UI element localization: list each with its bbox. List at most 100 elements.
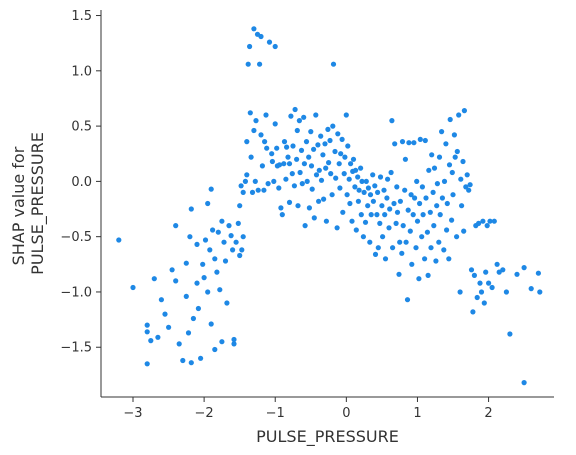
data-point — [507, 331, 513, 337]
data-point — [222, 258, 229, 264]
data-point — [173, 278, 179, 284]
data-point — [374, 212, 380, 218]
data-point — [476, 220, 482, 226]
data-point — [251, 127, 257, 134]
data-point — [461, 228, 467, 234]
data-point — [329, 192, 335, 198]
data-point — [291, 183, 297, 189]
data-point — [247, 110, 253, 116]
data-point — [298, 147, 305, 153]
data-point — [360, 234, 366, 240]
data-point — [461, 108, 467, 114]
data-point — [252, 178, 258, 184]
data-point — [198, 355, 204, 361]
data-point — [471, 272, 477, 278]
data-point — [470, 309, 476, 315]
data-point — [390, 245, 396, 251]
data-point — [409, 261, 415, 267]
data-point — [295, 203, 301, 209]
y-axis-title-line-2: PULSE_PRESSURE — [28, 132, 48, 275]
data-point — [386, 225, 392, 231]
data-point — [457, 289, 463, 295]
data-point — [414, 178, 420, 184]
data-point — [183, 260, 189, 266]
data-point — [261, 187, 267, 193]
data-point — [290, 143, 296, 149]
data-point — [339, 136, 345, 142]
data-point — [231, 341, 237, 347]
data-point — [491, 218, 497, 224]
data-point — [466, 187, 472, 193]
data-point — [238, 183, 244, 189]
data-point — [382, 256, 389, 262]
data-point — [397, 239, 403, 245]
data-point — [249, 189, 256, 195]
data-point — [356, 187, 362, 193]
data-point — [397, 198, 403, 204]
data-point — [266, 39, 273, 45]
data-point — [326, 160, 332, 166]
data-point — [311, 146, 317, 152]
data-point — [228, 233, 234, 239]
data-point — [340, 209, 346, 215]
data-point — [355, 198, 361, 204]
data-point — [423, 195, 429, 201]
data-point — [443, 141, 449, 147]
data-point — [392, 141, 398, 147]
data-point — [321, 196, 327, 202]
data-point — [327, 137, 333, 144]
data-point — [201, 275, 207, 281]
data-point — [514, 271, 520, 277]
data-point — [166, 324, 172, 330]
y-tick-label: −1.0 — [60, 285, 92, 300]
data-point — [427, 209, 433, 215]
data-point — [425, 272, 431, 278]
data-point — [350, 156, 357, 162]
data-point — [436, 154, 443, 160]
data-point — [458, 176, 464, 182]
data-point — [367, 239, 373, 245]
data-point — [337, 185, 343, 191]
data-point — [474, 294, 480, 301]
data-point — [483, 269, 489, 275]
data-point — [489, 284, 495, 291]
data-point — [342, 154, 348, 160]
data-point — [205, 200, 211, 207]
data-point — [212, 256, 218, 262]
data-point — [283, 176, 289, 182]
data-point — [486, 280, 492, 286]
data-point — [452, 154, 458, 160]
data-point — [294, 127, 300, 134]
data-point — [389, 118, 395, 124]
data-point — [372, 183, 378, 189]
data-point — [353, 227, 359, 233]
y-tick-label: 0.0 — [71, 175, 92, 190]
data-point — [286, 199, 293, 205]
x-tick-label: 2 — [484, 406, 492, 421]
data-point — [434, 203, 440, 209]
data-point — [535, 270, 542, 276]
data-point — [233, 239, 239, 245]
data-point — [330, 123, 336, 129]
data-point — [272, 43, 278, 50]
x-tick-label: −2 — [195, 406, 214, 421]
data-point — [306, 154, 312, 160]
data-point — [385, 176, 391, 182]
data-point — [221, 239, 227, 245]
data-point — [240, 234, 246, 240]
data-point — [219, 218, 225, 224]
data-point — [239, 247, 245, 253]
data-point — [208, 186, 214, 192]
data-point — [437, 212, 443, 218]
data-point — [434, 181, 440, 187]
data-point — [396, 271, 402, 277]
data-point — [323, 165, 329, 171]
data-point — [433, 258, 439, 264]
data-point — [393, 220, 399, 226]
data-point — [394, 184, 400, 190]
data-point — [404, 297, 411, 303]
data-point — [338, 151, 344, 157]
data-point — [316, 198, 322, 204]
data-point — [259, 163, 265, 169]
